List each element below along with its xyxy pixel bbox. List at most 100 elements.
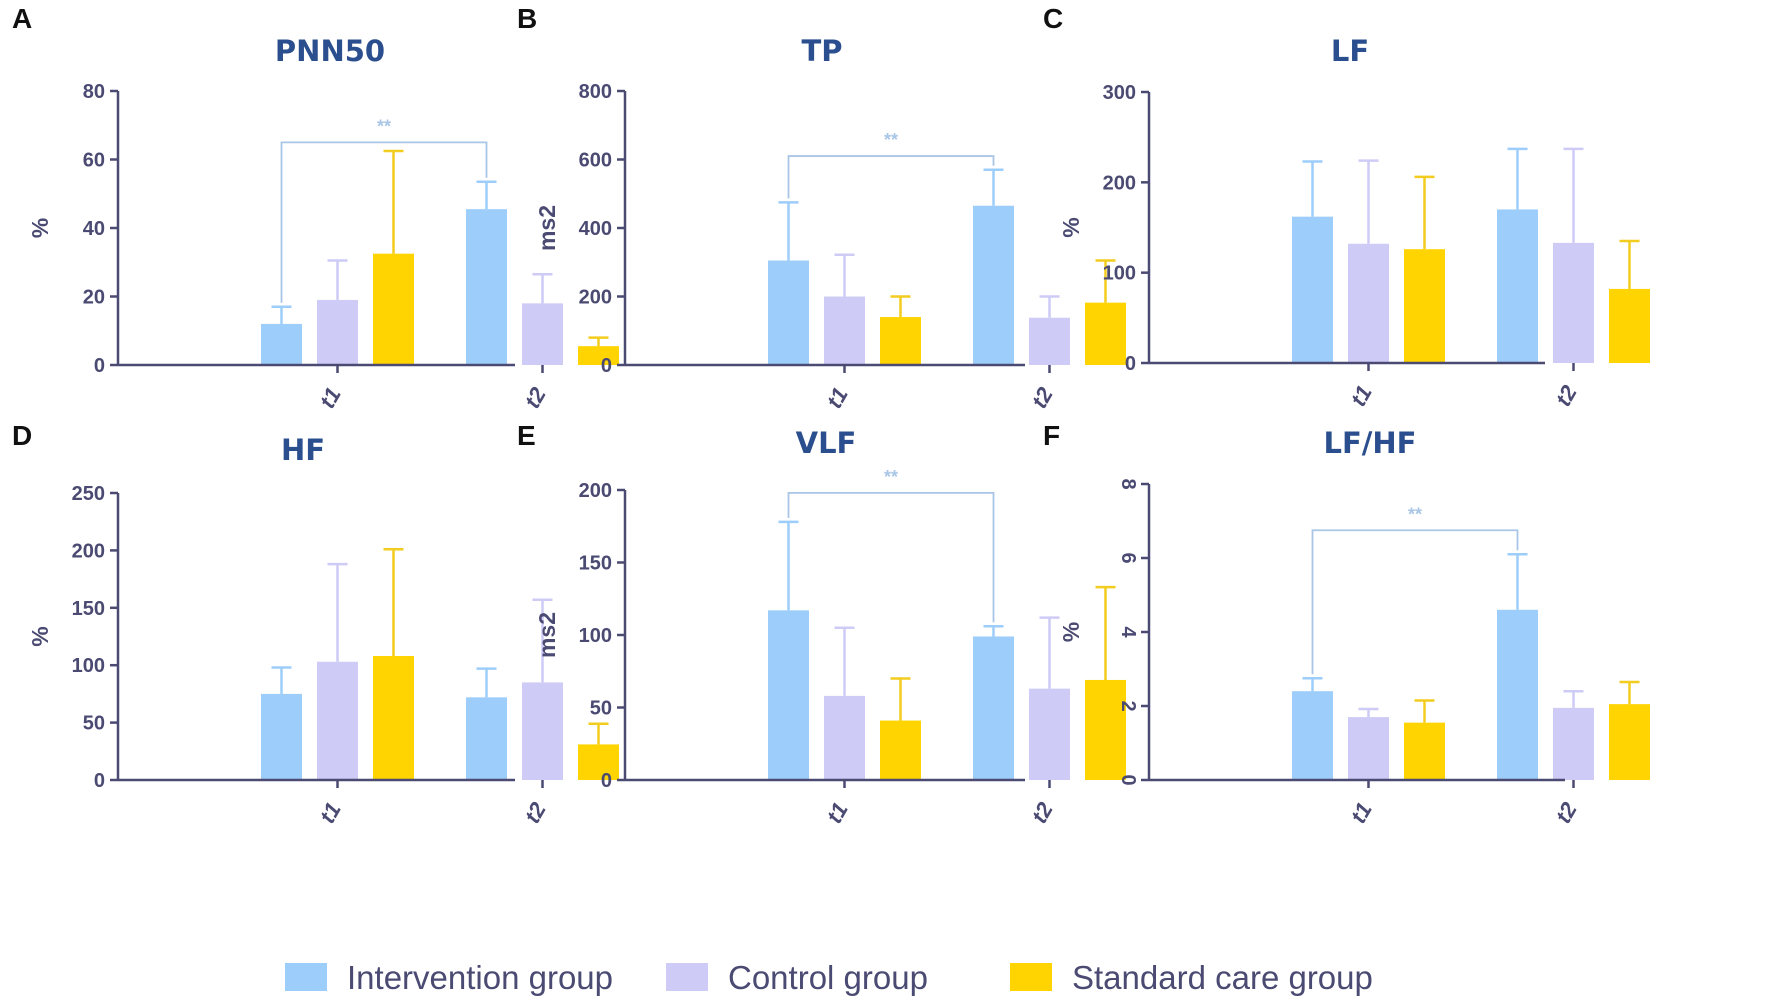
legend-swatch [285, 963, 327, 991]
bar [824, 695, 865, 780]
y-tick-label: 20 [83, 287, 105, 309]
significance-bracket [787, 155, 995, 199]
y-tick-label: 60 [83, 150, 105, 172]
y-tick-label: 0 [1117, 774, 1139, 785]
panel-title: LF/HF [1324, 426, 1417, 460]
legend-item: Standard care group [1010, 959, 1373, 996]
significance-bracket [280, 141, 488, 303]
bar [1404, 722, 1445, 780]
legend-item: Intervention group [285, 959, 613, 996]
y-tick-label: 0 [601, 770, 612, 792]
bar [522, 682, 563, 780]
bar [1029, 688, 1070, 780]
significance-label: ** [884, 467, 898, 487]
y-tick-label: 200 [579, 480, 612, 502]
bar [1029, 317, 1070, 365]
y-axis-label: % [27, 626, 53, 646]
y-tick-label: 200 [72, 540, 105, 562]
bar [522, 303, 563, 365]
significance-label: ** [1408, 504, 1422, 524]
bar [768, 260, 809, 365]
legend-label: Standard care group [1072, 959, 1373, 996]
legend: Intervention group Control group Standard … [285, 959, 1373, 996]
bar [1609, 704, 1650, 780]
bar [824, 296, 865, 365]
y-tick-label: 6 [1117, 552, 1139, 563]
y-tick-label: 40 [83, 218, 105, 240]
y-tick-label: 100 [579, 625, 612, 647]
bar [1497, 209, 1538, 363]
panel-letter: B [517, 3, 537, 34]
y-tick-label: 150 [579, 553, 612, 575]
panel-title: TP [801, 34, 842, 68]
bar [1085, 302, 1126, 365]
bar [1292, 691, 1333, 780]
y-tick-label: 400 [579, 218, 612, 240]
bar [578, 744, 619, 780]
panel-letter: C [1043, 3, 1063, 34]
y-axis-label: ms2 [534, 612, 560, 658]
panel-d: D HF 0 50 100 150 200 250 t1 t2% [12, 420, 619, 827]
x-tick-label: t1 [1345, 798, 1376, 827]
y-tick-label: 0 [1125, 353, 1136, 375]
bar [578, 346, 619, 365]
legend-item: Control group [666, 959, 928, 996]
panel-title: LF [1331, 34, 1369, 68]
x-tick-label: t2 [519, 382, 551, 412]
y-tick-label: 80 [83, 81, 105, 103]
y-tick-label: 800 [579, 81, 612, 103]
bar [373, 253, 414, 365]
y-tick-label: 100 [1103, 263, 1136, 285]
x-tick-label: t2 [1026, 797, 1058, 827]
significance-bracket [787, 491, 995, 623]
bar [880, 720, 921, 780]
x-tick-label: t2 [1550, 797, 1582, 827]
bar [1348, 243, 1389, 363]
y-tick-label: 100 [72, 655, 105, 677]
panel-letter: E [517, 420, 536, 451]
y-axis-label: % [1058, 217, 1084, 237]
bar [1404, 249, 1445, 363]
panel-f: F LF/HF ** 0 2 4 6 8 t1 t2% [1043, 420, 1650, 827]
y-axis-label: ms2 [534, 205, 560, 251]
legend-swatch [666, 963, 708, 991]
x-tick-label: t1 [314, 383, 345, 412]
panel-letter: F [1043, 420, 1060, 451]
y-tick-label: 8 [1117, 478, 1139, 489]
x-tick-label: t1 [821, 383, 852, 412]
bar [1553, 707, 1594, 780]
bar [1553, 242, 1594, 363]
panel-letter: A [12, 3, 32, 34]
bar [1348, 717, 1389, 780]
panel-title: HF [281, 433, 325, 467]
y-tick-label: 0 [94, 355, 105, 377]
panel-c: C LF 0 100 200 300 t1 t2% [1043, 3, 1650, 410]
panel-title: PNN50 [275, 34, 385, 68]
y-tick-label: 50 [83, 713, 105, 735]
bar [973, 205, 1014, 365]
significance-label: ** [884, 130, 898, 150]
legend-label: Control group [728, 959, 928, 996]
x-tick-label: t2 [1550, 380, 1582, 410]
y-tick-label: 50 [590, 698, 612, 720]
bar [1497, 609, 1538, 780]
bar [1292, 216, 1333, 363]
y-tick-label: 4 [1117, 626, 1139, 638]
y-tick-label: 200 [579, 287, 612, 309]
y-axis-label: % [27, 218, 53, 238]
bar [880, 317, 921, 365]
legend-swatch [1010, 963, 1052, 991]
x-tick-label: t1 [821, 798, 852, 827]
x-tick-label: t1 [1345, 381, 1376, 410]
bar [317, 299, 358, 365]
bar [261, 693, 302, 780]
y-tick-label: 0 [601, 355, 612, 377]
y-tick-label: 600 [579, 150, 612, 172]
bar [373, 656, 414, 780]
bar [768, 610, 809, 780]
x-tick-label: t1 [314, 798, 345, 827]
y-tick-label: 250 [72, 483, 105, 505]
panel-a: A PNN50 ** 0 20 40 60 80 t1 t2% [12, 3, 619, 412]
